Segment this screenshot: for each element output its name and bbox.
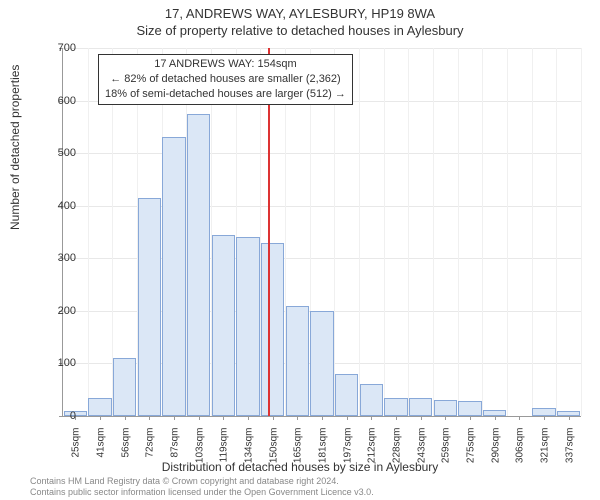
xtick-mark bbox=[297, 416, 298, 420]
gridline-h bbox=[63, 48, 581, 49]
xtick-label: 228sqm bbox=[392, 428, 403, 478]
xtick-label: 197sqm bbox=[342, 428, 353, 478]
page-subtitle: Size of property relative to detached ho… bbox=[0, 21, 600, 38]
histogram-bar bbox=[88, 398, 112, 416]
xtick-mark bbox=[248, 416, 249, 420]
xtick-mark bbox=[396, 416, 397, 420]
xtick-label: 212sqm bbox=[367, 428, 378, 478]
gridline-v bbox=[408, 48, 409, 416]
gridline-v bbox=[482, 48, 483, 416]
ytick-label: 400 bbox=[46, 200, 76, 212]
histogram-bar bbox=[236, 237, 260, 416]
gridline-v bbox=[581, 48, 582, 416]
xtick-label: 119sqm bbox=[219, 428, 230, 478]
histogram-bar bbox=[458, 401, 482, 416]
ytick-label: 700 bbox=[46, 42, 76, 54]
gridline-v bbox=[384, 48, 385, 416]
xtick-mark bbox=[569, 416, 570, 420]
xtick-mark bbox=[174, 416, 175, 420]
histogram-bar bbox=[409, 398, 433, 416]
histogram-bar bbox=[434, 400, 458, 416]
xtick-label: 150sqm bbox=[268, 428, 279, 478]
infobox-line2: ← 82% of detached houses are smaller (2,… bbox=[105, 72, 346, 87]
gridline-v bbox=[458, 48, 459, 416]
attribution-line2: Contains public sector information licen… bbox=[30, 487, 374, 498]
xtick-mark bbox=[421, 416, 422, 420]
xtick-label: 25sqm bbox=[71, 428, 82, 478]
xtick-label: 306sqm bbox=[515, 428, 526, 478]
xtick-label: 72sqm bbox=[145, 428, 156, 478]
histogram-bar bbox=[187, 114, 211, 416]
gridline-v bbox=[359, 48, 360, 416]
xtick-label: 165sqm bbox=[293, 428, 304, 478]
xtick-label: 290sqm bbox=[490, 428, 501, 478]
xtick-label: 243sqm bbox=[416, 428, 427, 478]
y-axis-label: Number of detached properties bbox=[8, 65, 22, 230]
ytick-label: 500 bbox=[46, 147, 76, 159]
xtick-mark bbox=[470, 416, 471, 420]
histogram-bar bbox=[212, 235, 236, 416]
xtick-mark bbox=[149, 416, 150, 420]
infobox-line3: 18% of semi-detached houses are larger (… bbox=[105, 87, 346, 102]
gridline-v bbox=[556, 48, 557, 416]
xtick-label: 321sqm bbox=[540, 428, 551, 478]
ytick-label: 300 bbox=[46, 252, 76, 264]
xtick-mark bbox=[322, 416, 323, 420]
attribution: Contains HM Land Registry data © Crown c… bbox=[30, 476, 374, 498]
xtick-label: 181sqm bbox=[318, 428, 329, 478]
xtick-mark bbox=[445, 416, 446, 420]
ytick-label: 100 bbox=[46, 357, 76, 369]
xtick-label: 103sqm bbox=[194, 428, 205, 478]
histogram-bar bbox=[360, 384, 384, 416]
histogram-bar bbox=[310, 311, 334, 416]
xtick-label: 56sqm bbox=[120, 428, 131, 478]
attribution-line1: Contains HM Land Registry data © Crown c… bbox=[30, 476, 374, 487]
gridline-v bbox=[532, 48, 533, 416]
histogram-bar bbox=[286, 306, 310, 416]
gridline-v bbox=[433, 48, 434, 416]
xtick-label: 41sqm bbox=[96, 428, 107, 478]
histogram-bar bbox=[261, 243, 285, 416]
gridline-h bbox=[63, 153, 581, 154]
xtick-mark bbox=[273, 416, 274, 420]
histogram-bar bbox=[138, 198, 162, 416]
xtick-mark bbox=[544, 416, 545, 420]
histogram-bar bbox=[162, 137, 186, 416]
xtick-mark bbox=[223, 416, 224, 420]
xtick-mark bbox=[347, 416, 348, 420]
info-box: 17 ANDREWS WAY: 154sqm ← 82% of detached… bbox=[98, 54, 353, 105]
ytick-label: 0 bbox=[46, 410, 76, 422]
xtick-mark bbox=[125, 416, 126, 420]
xtick-mark bbox=[371, 416, 372, 420]
xtick-label: 275sqm bbox=[466, 428, 477, 478]
xtick-mark bbox=[100, 416, 101, 420]
histogram-bar bbox=[113, 358, 137, 416]
infobox-line1: 17 ANDREWS WAY: 154sqm bbox=[105, 57, 346, 72]
gridline-v bbox=[88, 48, 89, 416]
xtick-mark bbox=[495, 416, 496, 420]
xtick-mark bbox=[199, 416, 200, 420]
xtick-label: 134sqm bbox=[244, 428, 255, 478]
xtick-mark bbox=[519, 416, 520, 420]
page-title: 17, ANDREWS WAY, AYLESBURY, HP19 8WA bbox=[0, 0, 600, 21]
ytick-label: 600 bbox=[46, 95, 76, 107]
xtick-label: 87sqm bbox=[170, 428, 181, 478]
xtick-label: 259sqm bbox=[441, 428, 452, 478]
histogram-bar bbox=[384, 398, 408, 416]
histogram-bar bbox=[335, 374, 359, 416]
xtick-label: 337sqm bbox=[564, 428, 575, 478]
ytick-label: 200 bbox=[46, 305, 76, 317]
gridline-v bbox=[507, 48, 508, 416]
histogram-bar bbox=[532, 408, 556, 416]
